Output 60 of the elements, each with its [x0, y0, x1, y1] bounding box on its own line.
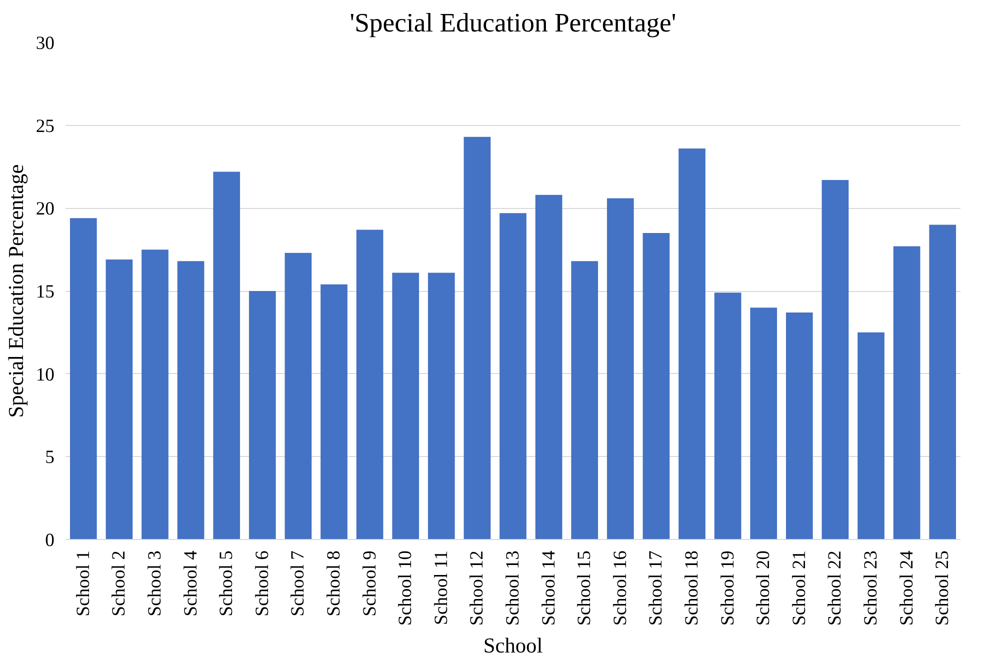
- x-tick-label: School 24: [896, 550, 918, 626]
- x-tick-label: School 8: [324, 550, 344, 616]
- bar: [70, 218, 97, 540]
- x-tick-label: School 13: [502, 550, 524, 626]
- bar: [248, 291, 276, 540]
- x-axis-title: School: [483, 634, 543, 658]
- bar: [929, 224, 956, 540]
- bar: [606, 198, 634, 540]
- bar: [464, 136, 491, 540]
- bar: [893, 246, 920, 540]
- x-tick-label: School 14: [538, 550, 560, 626]
- x-tick-label: School 23: [860, 550, 882, 626]
- x-tick-label: School 4: [180, 550, 202, 616]
- chart-title: 'Special Education Percentage': [350, 8, 676, 38]
- bar: [858, 332, 884, 540]
- x-tick-label: School 18: [682, 550, 702, 626]
- bar: [642, 233, 670, 540]
- x-tick-label: School 22: [824, 550, 846, 626]
- bar: [106, 260, 133, 540]
- bar: [392, 272, 420, 540]
- bar: [356, 230, 384, 540]
- x-tick-label: School 20: [753, 550, 774, 626]
- x-tick-label: School 16: [610, 550, 631, 626]
- y-tick-label: 10: [36, 364, 54, 386]
- bar: [714, 292, 742, 540]
- bar: [320, 284, 348, 540]
- x-tick-label: School 15: [574, 550, 596, 626]
- x-tick-label: School 21: [788, 550, 810, 626]
- y-tick-label: 20: [36, 198, 54, 220]
- x-tick-label: School 6: [252, 550, 273, 616]
- x-tick-label: School 12: [466, 550, 488, 626]
- bar: [786, 312, 813, 540]
- bar: [500, 213, 526, 540]
- y-tick-label: 15: [36, 282, 54, 302]
- x-tick-label: School 11: [430, 550, 452, 625]
- bar: [822, 180, 849, 540]
- x-tick-label: School 25: [932, 550, 954, 626]
- x-tick-label: School 19: [717, 550, 738, 626]
- y-tick-label: 25: [36, 116, 54, 137]
- bar: [535, 194, 562, 540]
- x-tick-label: School 2: [108, 550, 130, 616]
- bar: [177, 261, 204, 540]
- y-axis-title: Special Education Percentage: [4, 164, 28, 418]
- x-tick-label: School 1: [72, 550, 94, 616]
- bar: [284, 252, 312, 540]
- x-tick-label: School 5: [216, 550, 238, 616]
- x-tick-label: School 17: [646, 550, 667, 626]
- x-tick-label: School 3: [144, 550, 166, 616]
- y-tick-label: 30: [36, 33, 54, 54]
- bar: [750, 308, 778, 540]
- bar: [571, 261, 598, 540]
- x-tick-label: School 10: [395, 550, 416, 626]
- x-tick-label: School 7: [288, 550, 309, 616]
- bar: [213, 172, 240, 540]
- bar: [678, 148, 706, 540]
- y-tick-label: 0: [45, 530, 54, 551]
- bar: [428, 272, 455, 540]
- x-tick-label: School 9: [359, 550, 380, 616]
- y-tick-label: 5: [45, 447, 54, 468]
- bar: [142, 250, 168, 540]
